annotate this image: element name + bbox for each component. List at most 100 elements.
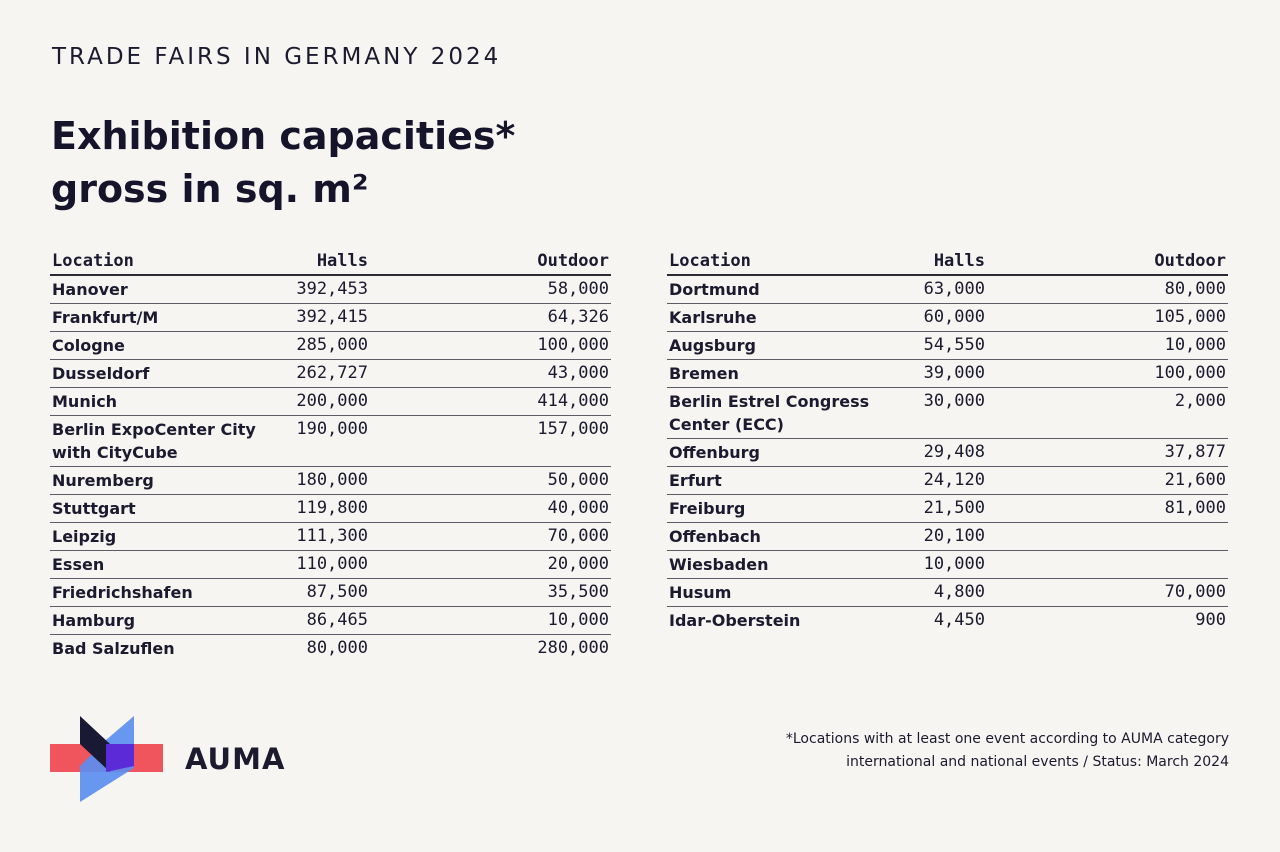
table-row: Cologne 285,000 100,000 [50,331,611,360]
cell-outdoor: 2,000 [987,387,1228,439]
table-row: Augsburg 54,550 10,000 [667,331,1228,360]
cell-halls: 24,120 [903,466,987,495]
logo-navy-shape [80,716,110,772]
cell-location: Idar-Oberstein [669,611,801,630]
cell-location: Essen [50,550,286,579]
table-header-row: Location Halls Outdoor [667,246,1228,276]
table-row: Erfurt 24,120 21,600 [667,466,1228,495]
cell-outdoor: 21,600 [987,466,1228,495]
cell-location: Berlin Estrel Congress Center (ECC) [667,387,903,439]
table-row: Hanover 392,453 58,000 [50,275,611,304]
cell-outdoor [987,550,1228,579]
cell-location: Freiburg [667,494,903,523]
cell-outdoor: 900 [1195,610,1226,630]
table-row: Freiburg 21,500 81,000 [667,494,1228,523]
table-row: Munich 200,000 414,000 [50,387,611,416]
cell-halls: 39,000 [903,359,987,388]
cell-halls: 111,300 [286,522,370,551]
cell-halls: 110,000 [286,550,370,579]
cell-halls: 63,000 [903,275,987,304]
table-row: Hamburg 86,465 10,000 [50,606,611,635]
cell-halls: 21,500 [903,494,987,523]
table-row: Berlin ExpoCenter City with CityCube 190,… [50,415,611,467]
cell-location: Augsburg [667,331,903,360]
title-line-2: gross in sq. m² [51,167,369,211]
cell-location: Husum [667,578,903,607]
table-row: Bad Salzuflen 80,000 280,000 [50,635,611,663]
cell-location: Offenburg [667,438,903,467]
table-row: Offenbach 20,100 [667,522,1228,551]
table-row: Leipzig 111,300 70,000 [50,522,611,551]
table-row: Dusseldorf 262,727 43,000 [50,359,611,388]
cell-halls: 10,000 [903,550,987,579]
cell-halls: 4,450 [933,610,985,630]
cell-location: Nuremberg [50,466,286,495]
cell-outdoor: 280,000 [537,638,609,658]
cell-halls: 285,000 [286,331,370,360]
cell-halls: 20,100 [903,522,987,551]
cell-halls: 200,000 [286,387,370,416]
cell-halls: 30,000 [903,387,987,439]
auma-logo-icon [50,716,163,802]
table-row: Bremen 39,000 100,000 [667,359,1228,388]
cell-outdoor: 43,000 [370,359,611,388]
table-row: Wiesbaden 10,000 [667,550,1228,579]
brand-name: AUMA [185,742,286,776]
cell-outdoor: 81,000 [987,494,1228,523]
table-header-row: Location Halls Outdoor [50,246,611,276]
cell-location: Wiesbaden [667,550,903,579]
column-header-outdoor: Outdoor [987,246,1228,276]
cell-location: Dusseldorf [50,359,286,388]
cell-outdoor: 70,000 [987,578,1228,607]
table-row: Husum 4,800 70,000 [667,578,1228,607]
cell-halls: 54,550 [903,331,987,360]
cell-halls: 190,000 [286,415,370,467]
cell-location: Hamburg [50,606,286,635]
capacity-table-right: Location Halls Outdoor Dortmund 63,000 80,… [667,246,1228,634]
footnote-line-2: international and national events / Stat… [846,754,1229,770]
cell-halls: 60,000 [903,303,987,332]
cell-outdoor: 58,000 [370,275,611,304]
column-header-location: Location [667,246,903,276]
cell-outdoor: 64,326 [370,303,611,332]
cell-outdoor: 10,000 [370,606,611,635]
cell-halls: 392,453 [286,275,370,304]
cell-location: Leipzig [50,522,286,551]
cell-outdoor [987,522,1228,551]
cell-halls: 180,000 [286,466,370,495]
capacity-table-left: Location Halls Outdoor Hanover 392,453 58,… [50,246,611,662]
cell-halls: 87,500 [286,578,370,607]
footnote-line-1: *Locations with at least one event accor… [785,731,1229,747]
cell-outdoor: 100,000 [987,359,1228,388]
cell-outdoor: 100,000 [370,331,611,360]
cell-halls: 86,465 [286,606,370,635]
cell-outdoor: 35,500 [370,578,611,607]
page-title: Exhibition capacities* gross in sq. m² [51,110,515,216]
column-header-outdoor: Outdoor [370,246,611,276]
cell-location: Offenbach [667,522,903,551]
cell-outdoor: 80,000 [987,275,1228,304]
cell-location: Berlin ExpoCenter City with CityCube [50,415,286,467]
cell-outdoor: 414,000 [370,387,611,416]
cell-location: Friedrichshafen [50,578,286,607]
kicker: TRADE FAIRS IN GERMANY 2024 [52,44,502,70]
column-header-halls: Halls [903,246,987,276]
table-row: Nuremberg 180,000 50,000 [50,466,611,495]
cell-location: Munich [50,387,286,416]
footnote: *Locations with at least one event accor… [786,728,1229,774]
cell-location: Karlsruhe [667,303,903,332]
table-row: Essen 110,000 20,000 [50,550,611,579]
cell-halls: 80,000 [306,638,368,658]
cell-outdoor: 70,000 [370,522,611,551]
cell-outdoor: 20,000 [370,550,611,579]
cell-location: Erfurt [667,466,903,495]
table-row: Dortmund 63,000 80,000 [667,275,1228,304]
cell-outdoor: 105,000 [987,303,1228,332]
table-row: Berlin Estrel Congress Center (ECC) 30,00… [667,387,1228,439]
cell-location: Bremen [667,359,903,388]
table-row: Frankfurt/M 392,415 64,326 [50,303,611,332]
cell-location: Stuttgart [50,494,286,523]
cell-halls: 29,408 [903,438,987,467]
cell-outdoor: 50,000 [370,466,611,495]
cell-halls: 392,415 [286,303,370,332]
